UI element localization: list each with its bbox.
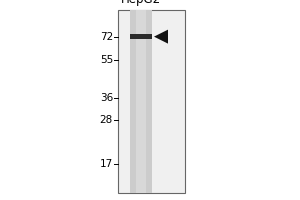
Bar <box>130 10 152 193</box>
Text: 28: 28 <box>100 115 113 125</box>
Text: 36: 36 <box>100 93 113 103</box>
Text: 55: 55 <box>100 55 113 65</box>
Bar <box>136 10 146 193</box>
Text: 17: 17 <box>100 159 113 169</box>
Bar <box>130 34 152 39</box>
Polygon shape <box>154 30 168 44</box>
Text: 72: 72 <box>100 32 113 42</box>
Text: HepG2: HepG2 <box>121 0 161 6</box>
Bar <box>118 10 185 193</box>
